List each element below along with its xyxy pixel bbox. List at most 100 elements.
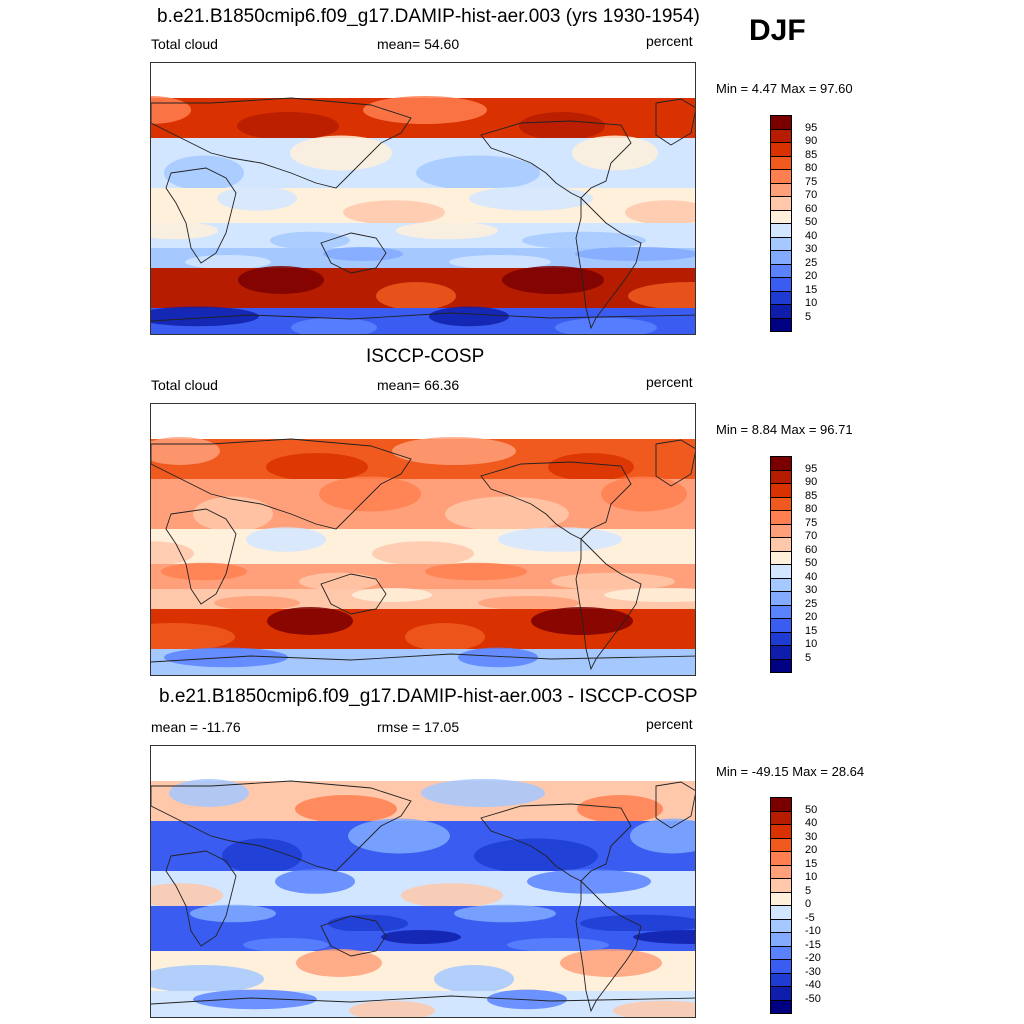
map-cloud-cell bbox=[584, 658, 686, 675]
coastline bbox=[151, 780, 412, 872]
panel-1-mean-label: mean= 54.60 bbox=[377, 36, 460, 52]
map-cloud-cell bbox=[519, 112, 605, 140]
colorbar-swatch bbox=[770, 905, 792, 920]
map-cloud-cell bbox=[193, 989, 317, 1010]
map-cloud-cell bbox=[474, 838, 598, 874]
panel-1-minmax: Min = 4.47 Max = 97.60 bbox=[716, 81, 853, 96]
map-cloud-cell bbox=[238, 266, 324, 294]
colorbar-tick-label: 50 bbox=[805, 803, 818, 816]
map-cloud-cell bbox=[151, 306, 259, 327]
colorbar-tick-label: 20 bbox=[805, 611, 818, 623]
colorbar-tick-label: 40 bbox=[805, 817, 818, 829]
colorbar-tick-label: 15 bbox=[805, 857, 818, 870]
colorbar-swatch bbox=[770, 851, 792, 866]
colorbar-tick-label: 30 bbox=[805, 584, 818, 596]
coastline bbox=[575, 196, 642, 330]
colorbar-tick-label: 85 bbox=[805, 148, 818, 161]
panel-2-mean-label: mean= 66.36 bbox=[377, 377, 460, 393]
map-cloud-cell bbox=[323, 247, 403, 261]
panel-3-map bbox=[150, 745, 696, 1018]
season-label: DJF bbox=[749, 14, 806, 47]
map-nodata-cap bbox=[151, 404, 695, 439]
colorbar-swatch bbox=[770, 250, 792, 265]
map-cloud-cell bbox=[217, 186, 297, 211]
map-cloud-cell bbox=[498, 527, 622, 552]
colorbar-tick-label: 30 bbox=[805, 830, 818, 843]
map-cloud-cell bbox=[246, 527, 326, 552]
map-cloud-cell bbox=[392, 437, 516, 465]
coastline bbox=[165, 508, 237, 605]
panel-3-mean-label: mean = -11.76 bbox=[151, 719, 241, 735]
colorbar-tick-label: 70 bbox=[805, 530, 818, 542]
map-cloud-cell bbox=[575, 247, 695, 261]
map-cloud-cell bbox=[628, 282, 695, 310]
panel-3-title: b.e21.B1850cmip6.f09_g17.DAMIP-hist-aer.… bbox=[159, 686, 698, 707]
colorbar-swatch bbox=[770, 142, 792, 157]
colorbar-tick-label: 50 bbox=[805, 216, 818, 228]
colorbar-swatch bbox=[770, 277, 792, 292]
colorbar-swatch bbox=[770, 263, 792, 278]
map-cloud-cell bbox=[169, 779, 249, 807]
map-cloud-cell bbox=[604, 588, 695, 602]
map-nodata-cap bbox=[151, 63, 695, 98]
map-cloud-cell bbox=[478, 596, 580, 610]
colorbar-swatch bbox=[770, 304, 792, 319]
colorbar-swatch bbox=[770, 236, 792, 251]
map-cloud-cell bbox=[164, 155, 244, 191]
colorbar-tick-label: -5 bbox=[805, 911, 815, 924]
map-cloud-cell bbox=[449, 255, 551, 269]
map-cloud-cell bbox=[580, 914, 695, 933]
map-cloud-cell bbox=[267, 607, 353, 635]
colorbar-swatch bbox=[770, 810, 792, 825]
map-cloud-cell bbox=[299, 572, 379, 591]
map-cloud-cell bbox=[458, 647, 538, 668]
map-cloud-cell bbox=[548, 453, 634, 481]
colorbar-tick-label: 50 bbox=[805, 557, 818, 569]
colorbar-swatch bbox=[770, 128, 792, 143]
colorbar-tick-label: 90 bbox=[805, 476, 818, 488]
colorbar-tick-label: 75 bbox=[805, 516, 818, 529]
panel-1-map bbox=[150, 62, 696, 335]
coastline bbox=[165, 167, 237, 264]
map-cloud-cell bbox=[633, 930, 695, 944]
coastline bbox=[320, 573, 387, 615]
map-cloud-cell bbox=[416, 155, 540, 191]
colorbar-swatch bbox=[770, 932, 792, 947]
colorbar-swatch bbox=[770, 972, 792, 987]
coastline bbox=[655, 439, 695, 487]
colorbar-swatch bbox=[770, 169, 792, 184]
map-cloud-cell bbox=[396, 221, 498, 240]
colorbar-swatch bbox=[770, 577, 792, 592]
map-cloud-cell bbox=[266, 453, 368, 481]
coastline bbox=[575, 537, 642, 671]
map-cloud-cell bbox=[425, 562, 527, 581]
colorbar-swatch bbox=[770, 918, 792, 933]
colorbar-tick-label: 80 bbox=[805, 503, 818, 515]
map-cloud-cell bbox=[151, 623, 235, 651]
map-cloud-cell bbox=[349, 1000, 435, 1017]
panel-2-map bbox=[150, 403, 696, 676]
colorbar-swatch bbox=[770, 155, 792, 170]
map-cloud-cell bbox=[421, 779, 545, 807]
colorbar-tick-label: 5 bbox=[805, 310, 812, 323]
map-cloud-cell bbox=[161, 562, 247, 581]
map-cloud-cell bbox=[531, 607, 633, 635]
map-cloud-cell bbox=[401, 883, 503, 908]
colorbar-tick-label: 60 bbox=[805, 543, 818, 556]
colorbar-tick-label: 15 bbox=[805, 283, 818, 296]
colorbar-swatch bbox=[770, 564, 792, 579]
colorbar-tick-label: 95 bbox=[805, 462, 818, 475]
panel-2-minmax: Min = 8.84 Max = 96.71 bbox=[716, 422, 853, 437]
coastline bbox=[655, 98, 695, 146]
map-cloud-cell bbox=[601, 476, 687, 512]
colorbar-tick-label: 30 bbox=[805, 243, 818, 255]
coastline bbox=[655, 781, 695, 829]
colorbar-tick-label: -30 bbox=[805, 965, 821, 978]
coastline bbox=[320, 915, 387, 957]
colorbar-tick-label: -15 bbox=[805, 938, 821, 951]
colorbar-swatch bbox=[770, 878, 792, 893]
colorbar-swatch bbox=[770, 510, 792, 525]
map-cloud-cell bbox=[190, 904, 276, 923]
panel-3-map-svg bbox=[151, 746, 695, 1017]
map-cloud-cell bbox=[352, 588, 432, 602]
